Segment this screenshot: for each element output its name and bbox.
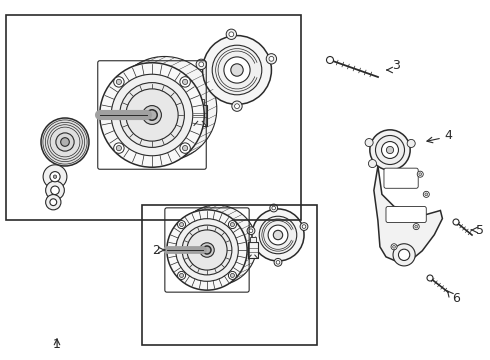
Circle shape bbox=[182, 225, 232, 275]
Circle shape bbox=[224, 57, 250, 83]
Circle shape bbox=[415, 225, 417, 228]
Circle shape bbox=[56, 133, 74, 151]
Circle shape bbox=[114, 77, 124, 87]
Circle shape bbox=[272, 206, 275, 210]
Circle shape bbox=[100, 63, 204, 167]
Circle shape bbox=[302, 225, 306, 228]
Circle shape bbox=[182, 145, 188, 151]
Bar bbox=[6, 15, 301, 220]
FancyBboxPatch shape bbox=[384, 168, 418, 188]
Bar bbox=[247, 242, 258, 258]
Text: 6: 6 bbox=[452, 292, 460, 305]
Circle shape bbox=[120, 82, 184, 147]
Circle shape bbox=[413, 224, 419, 230]
Circle shape bbox=[230, 274, 234, 278]
Circle shape bbox=[453, 219, 459, 225]
Circle shape bbox=[114, 143, 124, 153]
Circle shape bbox=[176, 219, 238, 281]
Polygon shape bbox=[374, 166, 442, 263]
Circle shape bbox=[274, 258, 282, 266]
Circle shape bbox=[167, 210, 247, 290]
Circle shape bbox=[235, 104, 240, 109]
Circle shape bbox=[249, 229, 253, 233]
Circle shape bbox=[276, 261, 280, 264]
Circle shape bbox=[187, 230, 227, 270]
Text: 2: 2 bbox=[152, 243, 160, 256]
Circle shape bbox=[116, 145, 122, 151]
Circle shape bbox=[392, 246, 395, 248]
Circle shape bbox=[182, 79, 188, 85]
Circle shape bbox=[179, 222, 184, 226]
Circle shape bbox=[268, 225, 288, 245]
Circle shape bbox=[61, 138, 69, 146]
Circle shape bbox=[247, 227, 255, 235]
Circle shape bbox=[269, 57, 274, 61]
Circle shape bbox=[51, 186, 59, 194]
Circle shape bbox=[393, 244, 415, 266]
Circle shape bbox=[202, 36, 271, 104]
FancyBboxPatch shape bbox=[386, 207, 426, 222]
Circle shape bbox=[177, 271, 186, 279]
Circle shape bbox=[199, 62, 204, 67]
Text: 5: 5 bbox=[476, 224, 484, 237]
Circle shape bbox=[370, 130, 410, 170]
Bar bbox=[193, 104, 207, 126]
Bar bbox=[250, 237, 256, 242]
Bar bbox=[142, 205, 317, 345]
Circle shape bbox=[398, 249, 410, 261]
Circle shape bbox=[43, 165, 67, 189]
Circle shape bbox=[126, 89, 178, 141]
Circle shape bbox=[177, 221, 186, 229]
Text: 1: 1 bbox=[53, 338, 61, 351]
Circle shape bbox=[196, 59, 206, 69]
Circle shape bbox=[423, 191, 429, 197]
Circle shape bbox=[266, 54, 276, 64]
Circle shape bbox=[143, 105, 161, 125]
Circle shape bbox=[228, 221, 237, 229]
Circle shape bbox=[179, 274, 184, 278]
Circle shape bbox=[200, 243, 214, 257]
Circle shape bbox=[180, 77, 190, 87]
Circle shape bbox=[50, 199, 57, 206]
Circle shape bbox=[53, 175, 57, 179]
Circle shape bbox=[112, 57, 217, 161]
Circle shape bbox=[180, 143, 190, 153]
Circle shape bbox=[252, 209, 304, 261]
Circle shape bbox=[230, 222, 234, 226]
Circle shape bbox=[228, 271, 237, 279]
Circle shape bbox=[229, 32, 234, 37]
Circle shape bbox=[46, 181, 64, 200]
Circle shape bbox=[212, 45, 262, 95]
Circle shape bbox=[231, 64, 243, 76]
Circle shape bbox=[226, 29, 237, 40]
Circle shape bbox=[273, 230, 283, 240]
Text: 3: 3 bbox=[392, 59, 400, 72]
Circle shape bbox=[425, 193, 428, 196]
Circle shape bbox=[259, 216, 297, 254]
Circle shape bbox=[391, 244, 397, 250]
Circle shape bbox=[326, 57, 334, 63]
Bar bbox=[196, 99, 204, 104]
Circle shape bbox=[111, 74, 193, 156]
Circle shape bbox=[407, 139, 415, 148]
Circle shape bbox=[147, 110, 157, 120]
Circle shape bbox=[368, 159, 376, 168]
Circle shape bbox=[270, 204, 278, 212]
Circle shape bbox=[50, 172, 60, 182]
Circle shape bbox=[382, 141, 398, 158]
Circle shape bbox=[387, 147, 393, 154]
Circle shape bbox=[46, 194, 61, 210]
Circle shape bbox=[41, 118, 89, 166]
Circle shape bbox=[300, 222, 308, 230]
Circle shape bbox=[116, 79, 122, 85]
Text: 4: 4 bbox=[444, 129, 452, 141]
Circle shape bbox=[427, 275, 433, 281]
Circle shape bbox=[417, 171, 423, 177]
Circle shape bbox=[419, 173, 422, 176]
Circle shape bbox=[232, 101, 242, 111]
Circle shape bbox=[375, 135, 405, 165]
Circle shape bbox=[176, 205, 257, 285]
Circle shape bbox=[365, 139, 373, 147]
Circle shape bbox=[203, 246, 211, 254]
